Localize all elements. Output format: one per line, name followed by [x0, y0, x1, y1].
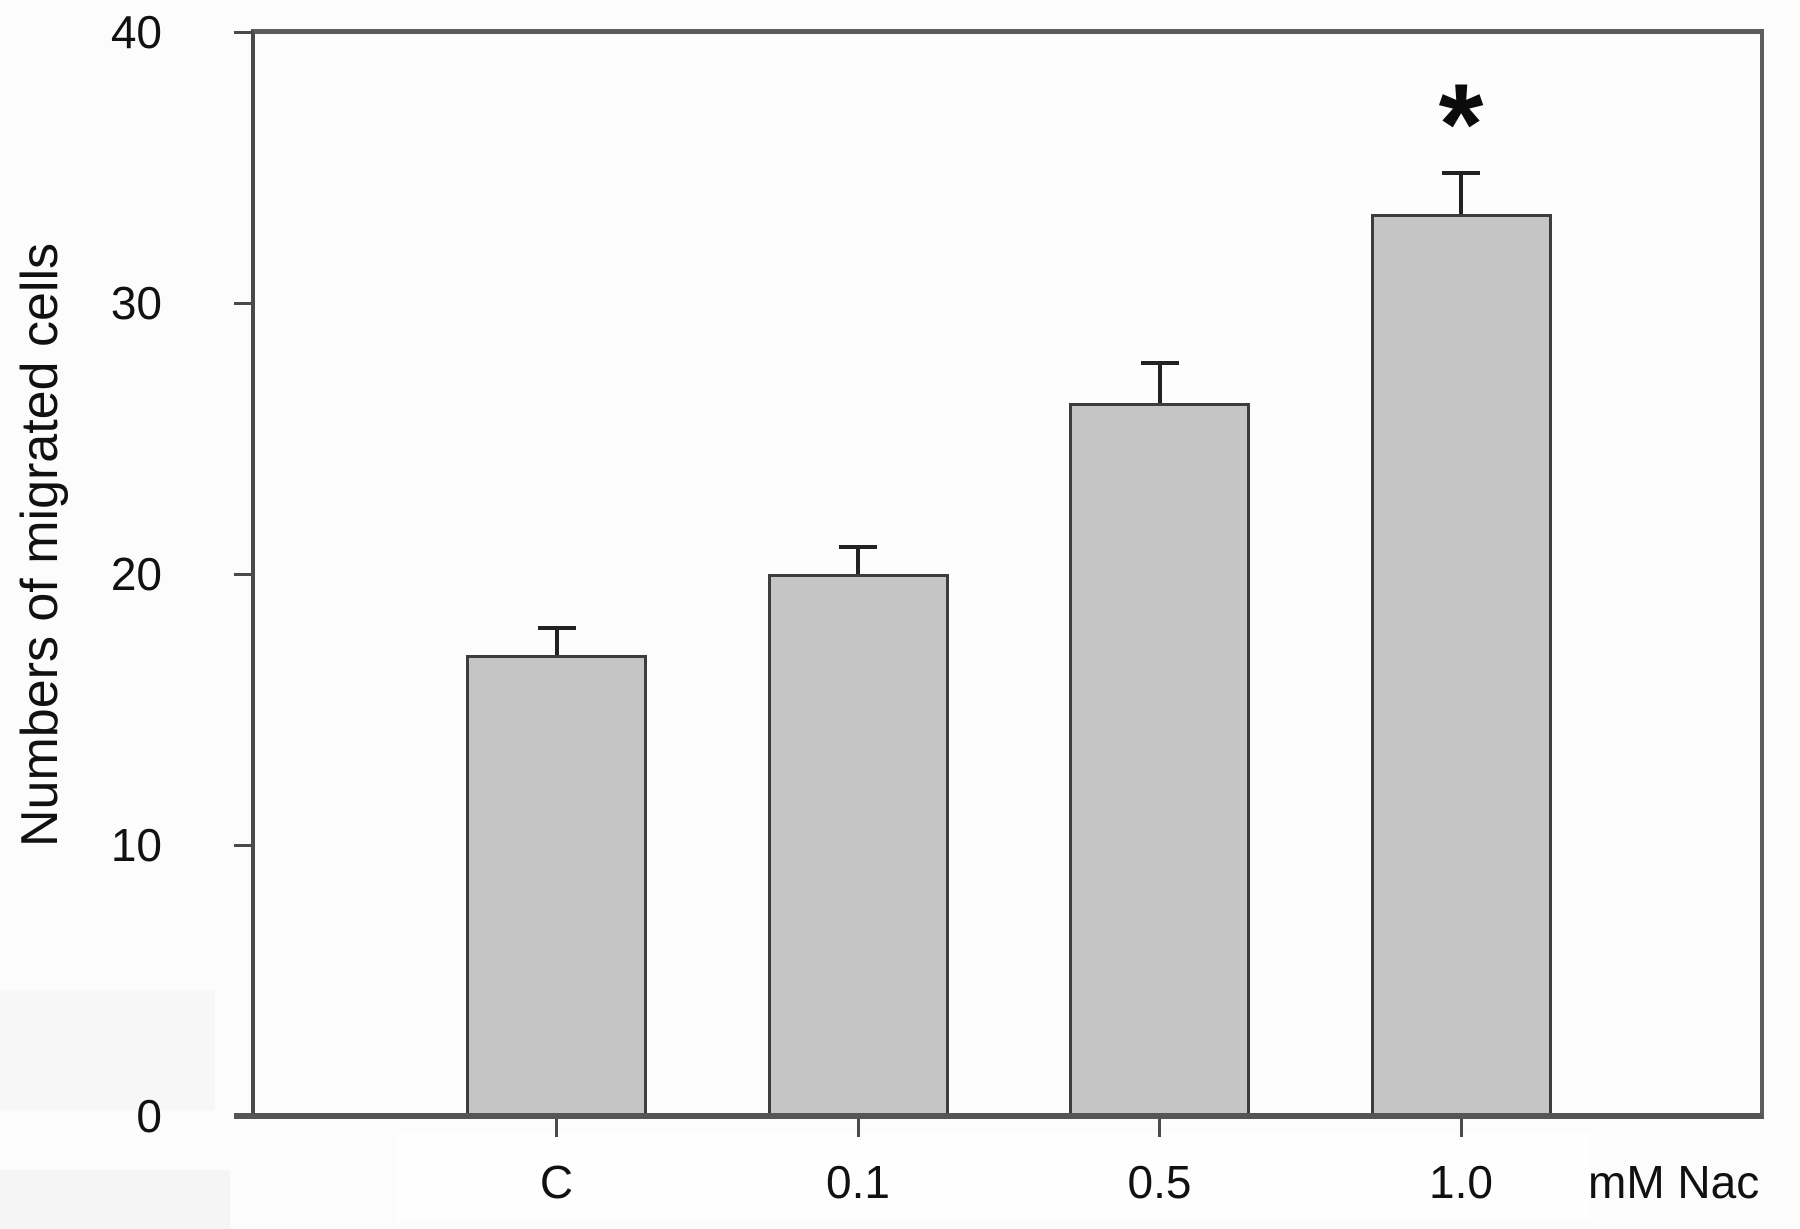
bar-0.5 [1069, 403, 1250, 1113]
y-tick-label-30: 30 [110, 277, 162, 329]
y-tick-10 [234, 843, 254, 847]
x-axis-zero-tick [234, 1113, 254, 1119]
unit-label: mM Nac [1588, 1156, 1760, 1208]
error-bar-cap-1.0 [1442, 170, 1480, 175]
bar-1.0 [1370, 213, 1552, 1113]
y-tick-30 [234, 301, 254, 305]
y-tick-label-0: 0 [136, 1090, 162, 1142]
x-tick-label-1.0: 1.0 [1429, 1156, 1493, 1208]
y-tick-label-10: 10 [110, 819, 162, 871]
bar-0.1 [767, 574, 949, 1113]
error-bar-1.0 [1459, 172, 1463, 217]
error-bar-0.5 [1157, 362, 1162, 407]
significance-asterisk: * [1438, 60, 1484, 189]
x-tick-label-0.1: 0.1 [826, 1156, 890, 1208]
x-tick-0.1 [856, 1119, 860, 1137]
y-tick-40 [234, 30, 254, 34]
error-bar-C [554, 628, 559, 659]
error-bar-cap-0.1 [839, 544, 877, 549]
y-tick-20 [234, 572, 254, 576]
scan-artifact [0, 990, 215, 1110]
scan-artifact [0, 1170, 230, 1229]
error-bar-cap-C [537, 626, 576, 631]
y-tick-label-40: 40 [110, 6, 162, 58]
x-tick-label-0.5: 0.5 [1127, 1156, 1192, 1208]
error-bar-cap-0.5 [1140, 360, 1179, 365]
error-bar-0.1 [856, 546, 860, 577]
bar-C [466, 655, 647, 1113]
x-tick-0.5 [1158, 1119, 1161, 1137]
x-tick-1.0 [1459, 1119, 1463, 1137]
x-tick-C [555, 1119, 558, 1137]
x-tick-label-C: C [539, 1156, 574, 1208]
scan-artifact [395, 1133, 1590, 1221]
y-tick-label-20: 20 [110, 548, 162, 600]
